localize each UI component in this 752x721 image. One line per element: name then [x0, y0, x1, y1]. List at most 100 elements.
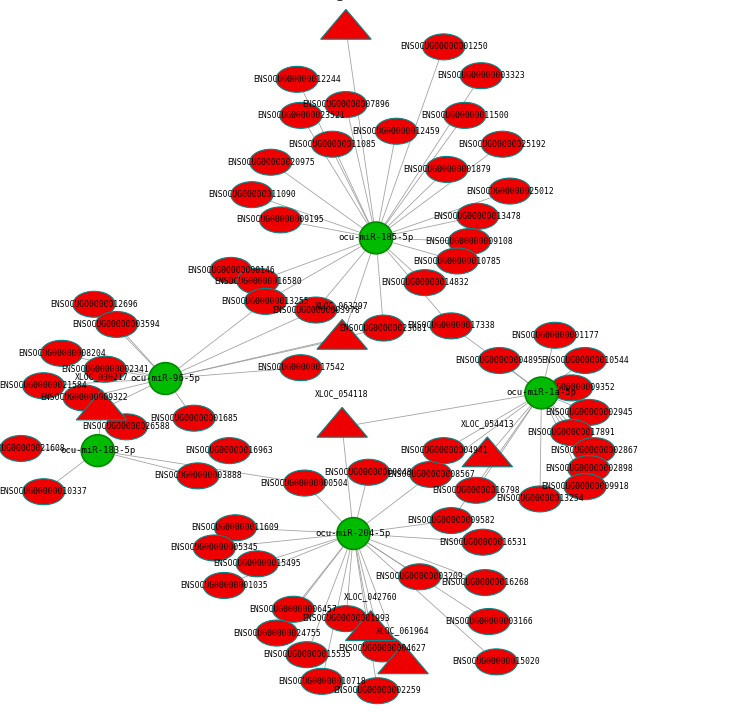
Text: ocu-miR-185-5p: ocu-miR-185-5p [338, 234, 414, 242]
Ellipse shape [193, 535, 235, 561]
Ellipse shape [0, 435, 42, 461]
Ellipse shape [362, 315, 405, 341]
Ellipse shape [375, 118, 417, 144]
Text: ENSOCUG00000009918: ENSOCUG00000009918 [541, 482, 629, 491]
Ellipse shape [550, 420, 593, 446]
Text: ENSOCUG00000024755: ENSOCUG00000024755 [233, 629, 320, 637]
Ellipse shape [284, 470, 326, 496]
Ellipse shape [426, 156, 468, 182]
Ellipse shape [550, 375, 593, 401]
Ellipse shape [475, 649, 517, 675]
Text: ENSOCUG00000016963: ENSOCUG00000016963 [186, 446, 273, 455]
Ellipse shape [280, 102, 322, 128]
Polygon shape [317, 407, 368, 437]
Ellipse shape [430, 508, 472, 534]
Text: ENSOCUG00000009108: ENSOCUG00000009108 [426, 237, 513, 246]
Text: XLOC_061964: XLOC_061964 [376, 626, 430, 634]
Text: ENSOCUG00000002898: ENSOCUG00000002898 [545, 464, 632, 473]
Text: ENSOCUG00000000504: ENSOCUG00000000504 [261, 479, 348, 487]
Text: XLOC_054118: XLOC_054118 [315, 389, 369, 398]
Ellipse shape [272, 596, 314, 622]
Text: ENSOCUG00000025192: ENSOCUG00000025192 [459, 140, 546, 149]
Ellipse shape [564, 348, 606, 373]
Text: ENSOCUG00000003594: ENSOCUG00000003594 [73, 320, 160, 329]
Ellipse shape [455, 477, 497, 503]
Text: XLOC_063297: XLOC_063297 [315, 301, 369, 310]
Text: ENSOCUG00000001879: ENSOCUG00000001879 [403, 165, 490, 174]
Text: ENSOCUG00000003888: ENSOCUG00000003888 [154, 472, 241, 480]
Text: ENSOCUG00000002945: ENSOCUG00000002945 [545, 408, 632, 417]
Ellipse shape [203, 572, 245, 598]
Text: ENSOCUG00000023521: ENSOCUG00000023521 [257, 111, 344, 120]
Text: ENSOCUG00000011085: ENSOCUG00000011085 [289, 140, 376, 149]
Ellipse shape [464, 570, 506, 596]
Ellipse shape [436, 248, 478, 274]
Text: ENSOCUG00000010337: ENSOCUG00000010337 [0, 487, 87, 496]
Ellipse shape [84, 356, 126, 382]
Text: ENSOCUG00000010718: ENSOCUG00000010718 [278, 677, 365, 686]
Ellipse shape [236, 551, 278, 577]
Text: ENSOCUG00000010544: ENSOCUG00000010544 [541, 356, 629, 365]
Ellipse shape [456, 203, 499, 229]
Polygon shape [76, 390, 127, 420]
Ellipse shape [325, 92, 367, 118]
Ellipse shape [448, 229, 490, 255]
Text: ENSOCUG00000012244: ENSOCUG00000012244 [253, 75, 341, 84]
Ellipse shape [468, 609, 510, 634]
Text: ENSOCUG00000026588: ENSOCUG00000026588 [83, 423, 170, 431]
Text: ENSOCUG00000015020: ENSOCUG00000015020 [453, 658, 540, 666]
Text: ocu-miR-204-5p: ocu-miR-204-5p [316, 529, 391, 538]
Text: ENSOCUG00000002341: ENSOCUG00000002341 [62, 365, 149, 373]
Ellipse shape [311, 131, 353, 157]
Text: ENSOCUG00000009195: ENSOCUG00000009195 [237, 216, 324, 224]
Text: ENSOCUG00000004895: ENSOCUG00000004895 [456, 356, 543, 365]
Text: ENSOCUG00000011090: ENSOCUG00000011090 [208, 190, 296, 199]
Text: ENSOCUG00000007896: ENSOCUG00000007896 [302, 100, 390, 109]
Text: ENSOCUG00000012459: ENSOCUG00000012459 [353, 127, 440, 136]
Text: ENSOCUG00000003166: ENSOCUG00000003166 [445, 617, 532, 626]
Text: ENSOCUG00000025012: ENSOCUG00000025012 [466, 187, 553, 195]
Text: XLOC_030217: XLOC_030217 [74, 372, 129, 381]
Ellipse shape [534, 322, 576, 348]
Text: ocu-miR-183-5p: ocu-miR-183-5p [60, 446, 135, 455]
Text: ENSOCUG00000009582: ENSOCUG00000009582 [408, 516, 495, 525]
Text: ocu-miR-1a-5p: ocu-miR-1a-5p [507, 389, 576, 397]
Text: ENSOCUG00000010785: ENSOCUG00000010785 [414, 257, 501, 265]
Text: ENSOCUG00000001177: ENSOCUG00000001177 [511, 331, 599, 340]
Text: ENSOCUG00000016580: ENSOCUG00000016580 [214, 277, 302, 286]
Ellipse shape [41, 340, 83, 366]
Ellipse shape [564, 474, 606, 500]
Ellipse shape [23, 479, 65, 505]
Text: ENSOCUG00000011609: ENSOCUG00000011609 [192, 523, 279, 532]
Text: ENSOCUG00000016798: ENSOCUG00000016798 [432, 486, 520, 495]
Text: ENSOCUG00000013254: ENSOCUG00000013254 [496, 495, 584, 503]
Ellipse shape [259, 207, 302, 233]
Ellipse shape [361, 636, 403, 662]
Text: ENSOCUG00000012696: ENSOCUG00000012696 [50, 300, 138, 309]
Polygon shape [320, 9, 371, 39]
Text: ENSOCUG00000004941: ENSOCUG00000004941 [400, 446, 487, 455]
Text: XLOC_042760: XLOC_042760 [344, 593, 398, 601]
Text: ENSOCUG00000017891: ENSOCUG00000017891 [528, 428, 615, 437]
Ellipse shape [301, 668, 343, 694]
Text: ENSOCUG00000008204: ENSOCUG00000008204 [18, 349, 105, 358]
Polygon shape [378, 644, 429, 673]
Ellipse shape [73, 291, 115, 317]
Ellipse shape [423, 34, 465, 60]
Polygon shape [345, 611, 396, 640]
Circle shape [337, 518, 370, 549]
Ellipse shape [23, 373, 65, 399]
Text: ENSOCUG00000004627: ENSOCUG00000004627 [338, 645, 426, 653]
Text: ENSOCUG00000016268: ENSOCUG00000016268 [441, 578, 529, 587]
Ellipse shape [105, 414, 147, 440]
Text: ENSOCUG00000013255: ENSOCUG00000013255 [222, 297, 309, 306]
Ellipse shape [237, 268, 279, 294]
Ellipse shape [519, 486, 561, 512]
Text: ENSOCUG00000015495: ENSOCUG00000015495 [214, 559, 301, 568]
Ellipse shape [96, 311, 138, 337]
Ellipse shape [399, 564, 441, 590]
Polygon shape [462, 437, 513, 466]
Ellipse shape [568, 399, 610, 425]
Text: ENSOCUG00000001035: ENSOCUG00000001035 [180, 581, 268, 590]
Text: ENSOCUG00000009322: ENSOCUG00000009322 [41, 394, 128, 402]
